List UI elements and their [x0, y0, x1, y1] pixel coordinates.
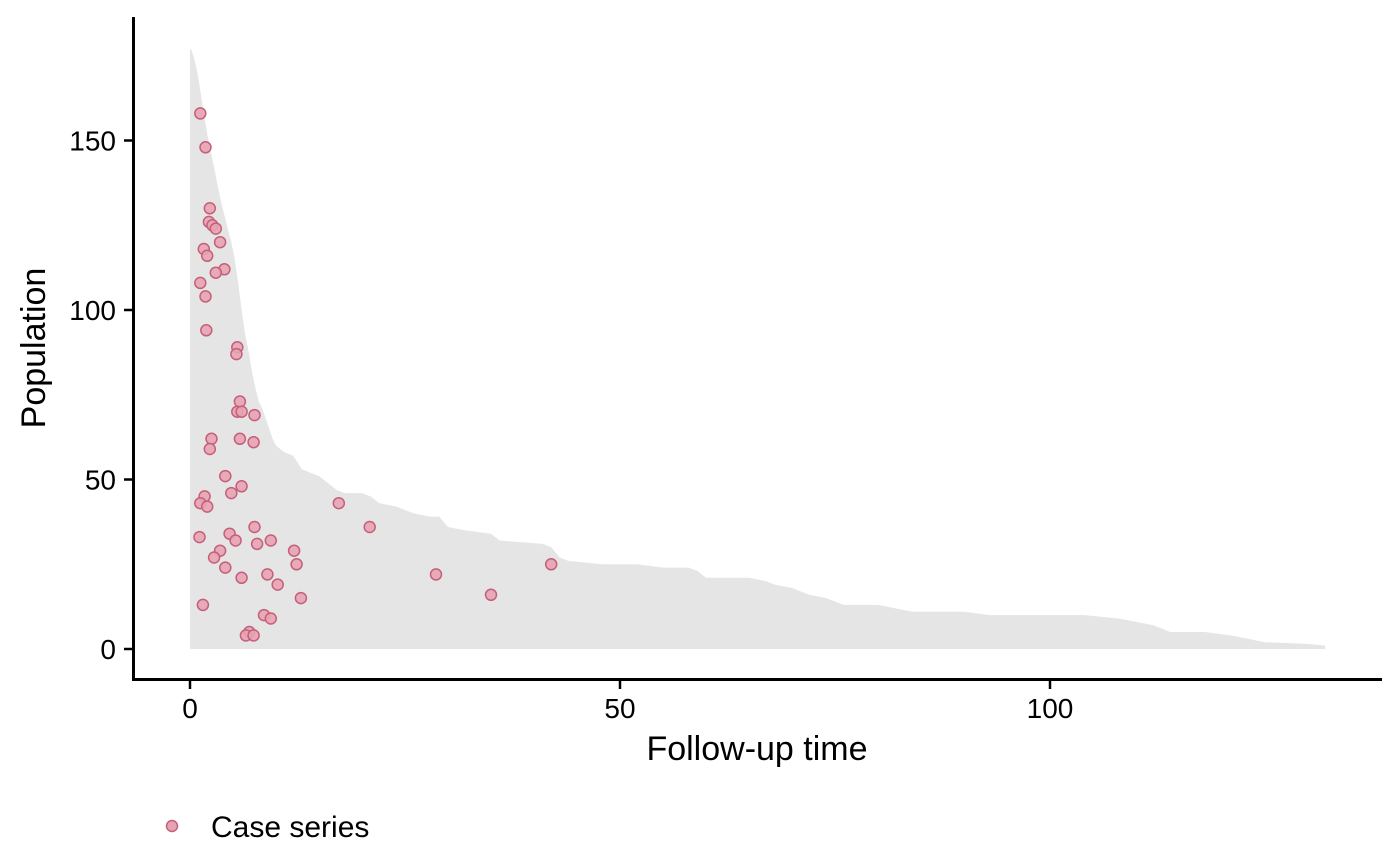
case-point	[235, 480, 248, 493]
case-point	[294, 591, 308, 605]
case-point	[200, 500, 214, 513]
case-point	[225, 486, 238, 500]
case-point	[544, 558, 558, 571]
case-point	[196, 598, 210, 612]
case-point	[264, 612, 278, 625]
case-point	[209, 266, 223, 279]
case-point	[235, 571, 248, 585]
case-point	[230, 347, 243, 361]
case-point	[332, 496, 346, 510]
case-point	[194, 276, 207, 290]
case-point	[271, 578, 284, 591]
case-point	[219, 561, 232, 574]
x-tick-label: 50	[604, 693, 635, 724]
population-area	[190, 48, 1326, 650]
case-point	[247, 435, 260, 449]
y-tick-label: 100	[69, 295, 116, 326]
case-point	[233, 432, 247, 446]
case-point	[207, 551, 221, 564]
case-point	[248, 408, 261, 422]
plot-area	[190, 48, 1326, 650]
case-point	[287, 544, 301, 557]
case-point	[290, 558, 303, 571]
y-tick-label: 0	[100, 634, 116, 665]
case-point	[484, 588, 498, 602]
case-point	[193, 530, 206, 544]
case-point	[264, 534, 278, 547]
case-point	[429, 568, 443, 581]
case-point	[248, 520, 261, 534]
legend-label: Case series	[211, 811, 369, 844]
x-tick-label: 100	[1027, 693, 1074, 724]
case-point	[233, 395, 247, 408]
case-point	[247, 629, 260, 642]
case-point	[200, 324, 213, 337]
case-point	[200, 249, 214, 263]
case-point	[209, 222, 223, 235]
case-point	[250, 537, 264, 551]
case-point	[363, 520, 376, 534]
x-tick-label: 0	[182, 693, 198, 724]
y-tick-label: 150	[69, 126, 116, 157]
y-axis-title: Population	[15, 268, 53, 429]
case-point	[213, 235, 227, 249]
y-tick-label: 50	[85, 465, 116, 496]
x-axis-title: Follow-up time	[646, 730, 867, 768]
data-points	[193, 107, 558, 642]
case-point	[199, 141, 212, 154]
case-point	[261, 568, 274, 581]
case-point	[229, 534, 242, 547]
legend: Case series	[165, 811, 369, 844]
case-point	[205, 432, 218, 446]
case-point	[203, 442, 217, 456]
case-point	[219, 469, 232, 483]
legend-marker	[165, 819, 179, 833]
case-point	[199, 290, 212, 303]
case-point	[203, 202, 217, 215]
y-axis-ticks: 0 50 100 150	[69, 126, 132, 665]
x-axis-ticks: 0 50 100	[182, 681, 1073, 724]
case-point	[235, 405, 248, 418]
case-point	[194, 107, 207, 120]
